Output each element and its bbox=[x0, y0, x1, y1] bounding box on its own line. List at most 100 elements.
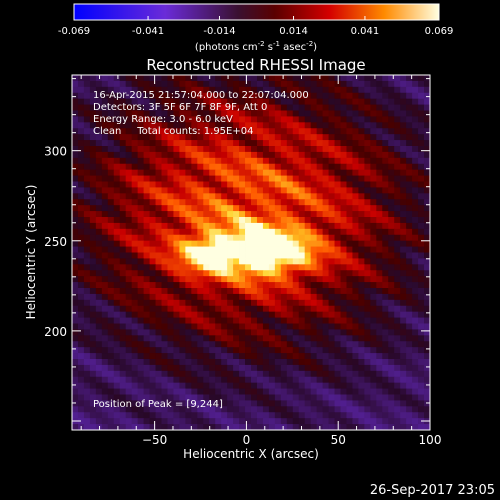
heatmap-cell bbox=[328, 228, 335, 236]
heatmap-cell bbox=[424, 276, 431, 283]
heatmap-cell bbox=[179, 140, 186, 147]
heatmap-cell bbox=[203, 335, 210, 342]
heatmap-cell bbox=[221, 305, 228, 313]
heatmap-cell bbox=[107, 86, 115, 94]
heatmap-cell bbox=[262, 299, 270, 307]
heatmap-cell bbox=[209, 104, 216, 111]
heatmap-cell bbox=[233, 400, 240, 407]
heatmap-cell bbox=[352, 335, 359, 342]
heatmap-cell bbox=[370, 175, 377, 182]
heatmap-cell bbox=[352, 163, 359, 171]
heatmap-cell bbox=[149, 317, 156, 324]
heatmap-cell bbox=[412, 400, 419, 407]
heatmap-cell bbox=[179, 412, 186, 419]
heatmap-cell bbox=[251, 424, 258, 431]
heatmap-cell bbox=[400, 282, 407, 289]
heatmap-cell bbox=[167, 370, 174, 378]
heatmap-cell bbox=[227, 116, 234, 123]
heatmap-cell bbox=[149, 205, 156, 212]
heatmap-cell bbox=[251, 364, 258, 372]
heatmap-cell bbox=[388, 246, 395, 253]
heatmap-cell bbox=[101, 311, 109, 318]
heatmap-cell bbox=[292, 311, 300, 318]
heatmap-cell bbox=[328, 347, 335, 354]
heatmap-cell bbox=[268, 228, 276, 236]
heatmap-cell bbox=[221, 418, 228, 425]
heatmap-cell bbox=[179, 335, 186, 342]
heatmap-cell bbox=[424, 122, 431, 129]
heatmap-cell bbox=[382, 181, 389, 188]
heatmap-cell bbox=[280, 199, 288, 206]
heatmap-cell bbox=[364, 128, 371, 135]
heatmap-cell bbox=[119, 128, 127, 135]
heatmap-cell bbox=[137, 240, 144, 247]
heatmap-cell bbox=[418, 412, 425, 419]
heatmap-cell bbox=[310, 222, 318, 230]
heatmap-cell bbox=[215, 80, 222, 88]
heatmap-cell bbox=[388, 299, 395, 307]
heatmap-cell bbox=[298, 293, 306, 301]
heatmap-cell bbox=[173, 175, 180, 182]
heatmap-cell bbox=[77, 228, 85, 236]
heatmap-cell bbox=[298, 288, 306, 295]
heatmap-cell bbox=[221, 335, 228, 342]
heatmap-cell bbox=[334, 317, 341, 324]
heatmap-cell bbox=[125, 293, 133, 301]
heatmap-cell bbox=[251, 305, 258, 313]
heatmap-cell bbox=[352, 234, 359, 242]
heatmap-cell bbox=[346, 323, 353, 330]
heatmap-cell bbox=[215, 157, 222, 165]
heatmap-cell bbox=[364, 288, 371, 295]
heatmap-cell bbox=[412, 234, 419, 242]
heatmap-cell bbox=[137, 80, 144, 88]
heatmap-cell bbox=[209, 116, 216, 123]
heatmap-cell bbox=[400, 276, 407, 283]
heatmap-cell bbox=[280, 98, 288, 105]
heatmap-cell bbox=[107, 134, 115, 141]
heatmap-cell bbox=[292, 240, 300, 247]
heatmap-cell bbox=[83, 329, 91, 336]
heatmap-cell bbox=[215, 359, 222, 366]
heatmap-cell bbox=[388, 104, 395, 111]
heatmap-cell bbox=[262, 359, 270, 366]
heatmap-cell bbox=[394, 270, 401, 277]
heatmap-cell bbox=[113, 151, 121, 159]
heatmap-cell bbox=[95, 382, 103, 389]
heatmap-cell bbox=[197, 163, 204, 171]
heatmap-cell bbox=[245, 80, 252, 88]
heatmap-cell bbox=[209, 163, 216, 171]
heatmap-cell bbox=[203, 75, 210, 82]
heatmap-cell bbox=[322, 98, 329, 105]
heatmap-cell bbox=[310, 193, 318, 200]
heatmap-cell bbox=[137, 335, 144, 342]
heatmap-cell bbox=[316, 394, 323, 401]
heatmap-cell bbox=[400, 311, 407, 318]
heatmap-cell bbox=[352, 264, 359, 271]
heatmap-cell bbox=[274, 317, 282, 324]
heatmap-cell bbox=[161, 359, 168, 366]
heatmap-cell bbox=[245, 347, 252, 354]
heatmap-cell bbox=[352, 347, 359, 354]
heatmap-cell bbox=[340, 122, 347, 129]
heatmap-cell bbox=[77, 222, 85, 230]
heatmap-cell bbox=[89, 193, 97, 200]
heatmap-cell bbox=[173, 187, 180, 194]
heatmap-cell bbox=[89, 175, 97, 182]
heatmap-cell bbox=[83, 240, 91, 247]
heatmap-cell bbox=[251, 311, 258, 318]
heatmap-cell bbox=[161, 75, 168, 82]
heatmap-cell bbox=[179, 270, 186, 277]
heatmap-cell bbox=[119, 140, 127, 147]
heatmap-cell bbox=[394, 388, 401, 395]
heatmap-cell bbox=[173, 400, 180, 407]
heatmap-cell bbox=[137, 424, 144, 431]
heatmap-cell bbox=[185, 122, 192, 129]
heatmap-cell bbox=[364, 211, 371, 218]
heatmap-cell bbox=[221, 217, 228, 224]
heatmap-cell bbox=[89, 80, 97, 88]
heatmap-cell bbox=[424, 240, 431, 247]
heatmap-cell bbox=[412, 181, 419, 188]
heatmap-cell bbox=[203, 181, 210, 188]
heatmap-cell bbox=[394, 240, 401, 247]
heatmap-cell bbox=[268, 252, 276, 259]
